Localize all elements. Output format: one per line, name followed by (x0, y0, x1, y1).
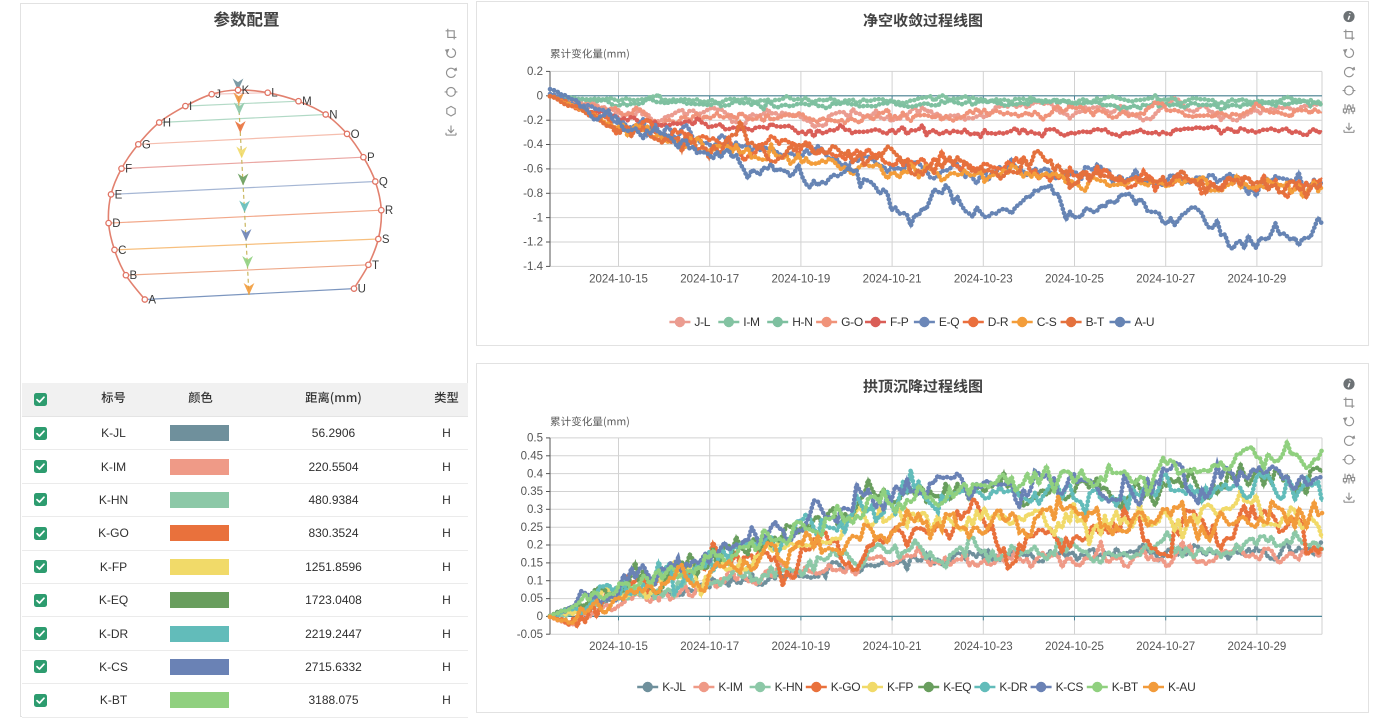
svg-text:K-EQ: K-EQ (943, 680, 971, 694)
svg-text:R: R (385, 205, 393, 217)
svg-text:D: D (112, 218, 120, 230)
svg-text:0.15: 0.15 (521, 558, 543, 570)
svg-text:2024-10-27: 2024-10-27 (1136, 273, 1195, 285)
svg-text:N: N (329, 110, 337, 122)
svg-text:0: 0 (537, 611, 543, 623)
svg-text:C-S: C-S (1037, 315, 1057, 329)
svg-text:K-DR: K-DR (999, 680, 1028, 694)
svg-text:0.2: 0.2 (527, 540, 543, 552)
svg-text:2024-10-29: 2024-10-29 (1227, 641, 1286, 653)
svg-text:2024-10-21: 2024-10-21 (863, 273, 922, 285)
svg-text:0: 0 (537, 91, 543, 103)
svg-text:-1: -1 (533, 212, 543, 224)
svg-text:2024-10-19: 2024-10-19 (771, 273, 830, 285)
svg-text:F: F (125, 164, 132, 176)
svg-text:J-L: J-L (694, 315, 710, 329)
svg-text:M: M (302, 96, 312, 108)
svg-text:A: A (148, 295, 156, 307)
svg-text:0.5: 0.5 (527, 433, 543, 445)
svg-text:E: E (115, 189, 123, 201)
svg-text:-1.2: -1.2 (523, 237, 543, 249)
svg-text:K-AU: K-AU (1168, 680, 1195, 694)
svg-text:2024-10-15: 2024-10-15 (589, 641, 648, 653)
svg-text:2024-10-29: 2024-10-29 (1227, 273, 1286, 285)
svg-text:2024-10-21: 2024-10-21 (863, 641, 922, 653)
svg-text:K-HN: K-HN (775, 680, 803, 694)
svg-text:-0.8: -0.8 (523, 188, 543, 200)
svg-text:0.2: 0.2 (527, 66, 543, 78)
svg-text:S: S (382, 234, 390, 246)
svg-text:0.4: 0.4 (527, 468, 544, 480)
svg-text:P: P (367, 152, 375, 164)
svg-text:C: C (118, 245, 126, 257)
svg-text:-0.4: -0.4 (523, 139, 543, 151)
svg-text:2024-10-27: 2024-10-27 (1136, 641, 1195, 653)
svg-text:Q: Q (379, 177, 388, 189)
svg-text:-0.2: -0.2 (523, 115, 543, 127)
svg-text:2024-10-25: 2024-10-25 (1045, 273, 1104, 285)
svg-text:K-GO: K-GO (831, 680, 860, 694)
svg-text:G-O: G-O (841, 315, 863, 329)
svg-text:D-R: D-R (988, 315, 1009, 329)
svg-text:T: T (372, 260, 379, 272)
svg-text:2024-10-23: 2024-10-23 (954, 641, 1013, 653)
svg-text:K-FP: K-FP (887, 680, 913, 694)
svg-text:I-M: I-M (743, 315, 760, 329)
svg-text:A-U: A-U (1135, 315, 1155, 329)
svg-text:K-BT: K-BT (1112, 680, 1139, 694)
svg-text:2024-10-15: 2024-10-15 (589, 273, 648, 285)
svg-text:0.45: 0.45 (521, 451, 543, 463)
svg-text:2024-10-17: 2024-10-17 (680, 641, 739, 653)
svg-text:K-CS: K-CS (1056, 680, 1084, 694)
svg-text:O: O (351, 129, 360, 141)
svg-text:-0.05: -0.05 (517, 629, 543, 641)
svg-text:-0.6: -0.6 (523, 164, 543, 176)
svg-text:0.25: 0.25 (521, 522, 543, 534)
svg-text:K-IM: K-IM (718, 680, 742, 694)
svg-text:G: G (142, 139, 151, 151)
svg-text:K: K (242, 85, 250, 97)
svg-text:H: H (163, 118, 171, 130)
svg-text:2024-10-17: 2024-10-17 (680, 273, 739, 285)
svg-text:B-T: B-T (1086, 315, 1105, 329)
svg-text:H-N: H-N (792, 315, 812, 329)
svg-text:0.3: 0.3 (527, 504, 543, 516)
svg-text:2024-10-25: 2024-10-25 (1045, 641, 1104, 653)
svg-text:J: J (215, 89, 221, 101)
svg-text:2024-10-19: 2024-10-19 (771, 641, 830, 653)
svg-text:E-Q: E-Q (939, 315, 959, 329)
svg-text:B: B (130, 270, 138, 282)
svg-text:K-JL: K-JL (662, 680, 686, 694)
svg-text:0.05: 0.05 (521, 593, 543, 605)
svg-text:U: U (358, 284, 366, 296)
svg-text:I: I (189, 101, 192, 113)
svg-text:0.1: 0.1 (527, 575, 543, 587)
svg-text:L: L (271, 88, 278, 100)
svg-text:-1.4: -1.4 (523, 261, 543, 273)
svg-text:F-P: F-P (890, 315, 909, 329)
svg-text:2024-10-23: 2024-10-23 (954, 273, 1013, 285)
svg-text:0.35: 0.35 (521, 486, 543, 498)
